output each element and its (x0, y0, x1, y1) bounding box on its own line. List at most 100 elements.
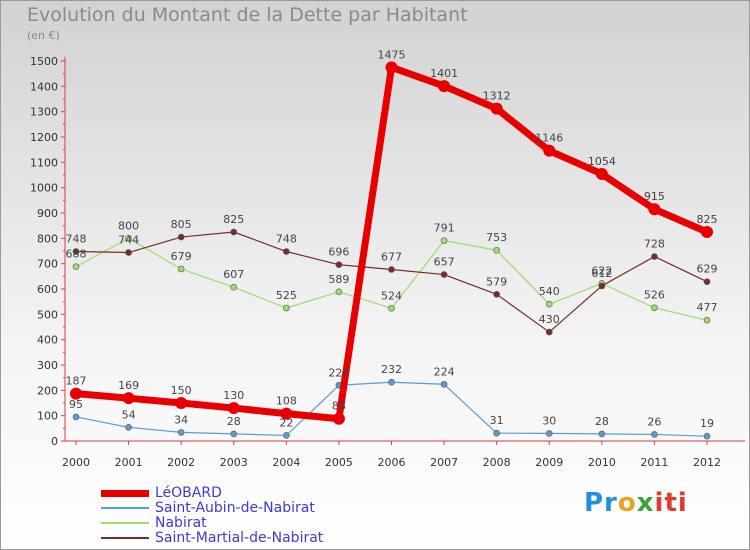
x-tick-label: 2007 (430, 456, 458, 469)
legend-label: LéOBARD (155, 485, 222, 501)
data-point (385, 61, 398, 74)
data-point (283, 432, 290, 439)
y-tick-label: 400 (37, 334, 58, 347)
proxiti-logo: Proxiti (584, 488, 688, 518)
data-point (493, 429, 500, 437)
data-label: 169 (118, 379, 139, 392)
data-label: 88 (332, 400, 346, 413)
data-label: 579 (486, 275, 507, 288)
data-label: 657 (434, 256, 455, 269)
data-point (545, 300, 553, 308)
data-point (335, 288, 343, 296)
data-point (280, 407, 293, 420)
data-point (543, 144, 556, 157)
data-point (125, 424, 132, 431)
y-tick-label: 1000 (30, 182, 58, 195)
data-point (598, 430, 606, 438)
x-tick-label: 2006 (378, 456, 406, 469)
data-point (72, 263, 80, 271)
series-line-3 (75, 231, 708, 333)
data-point (177, 265, 185, 273)
data-label: 607 (223, 268, 244, 281)
data-label: 30 (542, 414, 556, 427)
data-label: 187 (66, 375, 87, 388)
data-point (230, 228, 238, 236)
data-label: 629 (697, 263, 718, 276)
y-tick-label: 1400 (30, 80, 58, 93)
y-tick-label: 0 (51, 435, 58, 448)
legend-item: Saint-Martial-de-Nabirat (101, 530, 323, 546)
x-tick-label: 2001 (115, 456, 143, 469)
legend-item: Saint-Aubin-de-Nabirat (101, 500, 315, 516)
data-label: 525 (276, 289, 297, 302)
data-point (648, 203, 661, 216)
data-label: 540 (539, 285, 560, 298)
data-point (230, 430, 238, 438)
data-label: 1475 (378, 48, 406, 61)
data-point (545, 328, 553, 336)
y-tick-label: 200 (37, 384, 58, 397)
data-point (335, 261, 343, 268)
data-labels: 95 54 34 28 22 220 232 224 31 30 28 26 19 688 800 679 60… (66, 48, 718, 430)
data-label: 54 (122, 408, 136, 421)
y-tick-label: 1300 (30, 106, 58, 119)
data-point (332, 412, 345, 425)
data-point (701, 226, 713, 238)
data-point (125, 235, 132, 242)
data-label: 825 (697, 213, 718, 226)
data-point (440, 380, 448, 388)
y-tick-label: 300 (37, 359, 58, 372)
y-tick-label: 800 (37, 232, 58, 245)
data-label: 1146 (535, 132, 563, 145)
x-tick-label: 2002 (167, 456, 195, 469)
legend-swatch (101, 537, 149, 539)
data-point (651, 253, 658, 260)
x-tick-label: 2009 (535, 456, 563, 469)
data-point (440, 271, 448, 278)
data-point (388, 378, 395, 386)
chart-title: Evolution du Montant de la Dette par Hab… (27, 4, 468, 26)
legend-label: Saint-Martial-de-Nabirat (155, 530, 324, 546)
data-point (388, 304, 395, 312)
y-tick-label: 100 (37, 410, 58, 423)
data-label: 1401 (430, 67, 458, 80)
data-label: 800 (118, 219, 139, 232)
data-point (651, 431, 658, 438)
data-label: 95 (69, 398, 83, 411)
data-point (703, 432, 711, 440)
y-tick-label: 700 (37, 258, 58, 271)
y-tick-label: 500 (37, 308, 58, 321)
y-tick-label: 1200 (30, 131, 58, 144)
series-layer (70, 61, 713, 440)
data-label: 108 (276, 395, 297, 408)
data-label: 915 (644, 190, 665, 203)
data-label: 22 (279, 416, 293, 429)
data-point (598, 282, 606, 290)
data-point (703, 316, 711, 324)
x-tick-label: 2008 (483, 456, 511, 469)
data-label: 526 (644, 289, 665, 302)
x-tick-label: 2005 (325, 456, 353, 469)
data-point (493, 246, 500, 254)
data-label: 232 (381, 363, 402, 376)
data-point (545, 430, 553, 437)
data-point (703, 278, 711, 285)
data-point (177, 429, 185, 436)
data-point (388, 266, 395, 273)
legend-swatch (101, 522, 149, 524)
data-label: 28 (595, 415, 609, 428)
legend-swatch (101, 507, 149, 509)
x-tick-label: 2012 (693, 456, 721, 469)
data-point (227, 402, 240, 415)
data-label: 688 (66, 248, 87, 261)
data-label: 19 (700, 417, 714, 430)
legend-item: LéOBARD (101, 485, 222, 501)
data-label: 1312 (483, 90, 511, 103)
data-point (283, 304, 290, 312)
data-point (177, 233, 185, 241)
data-label: 31 (490, 414, 504, 427)
data-label: 748 (66, 233, 87, 246)
data-point (595, 167, 608, 180)
